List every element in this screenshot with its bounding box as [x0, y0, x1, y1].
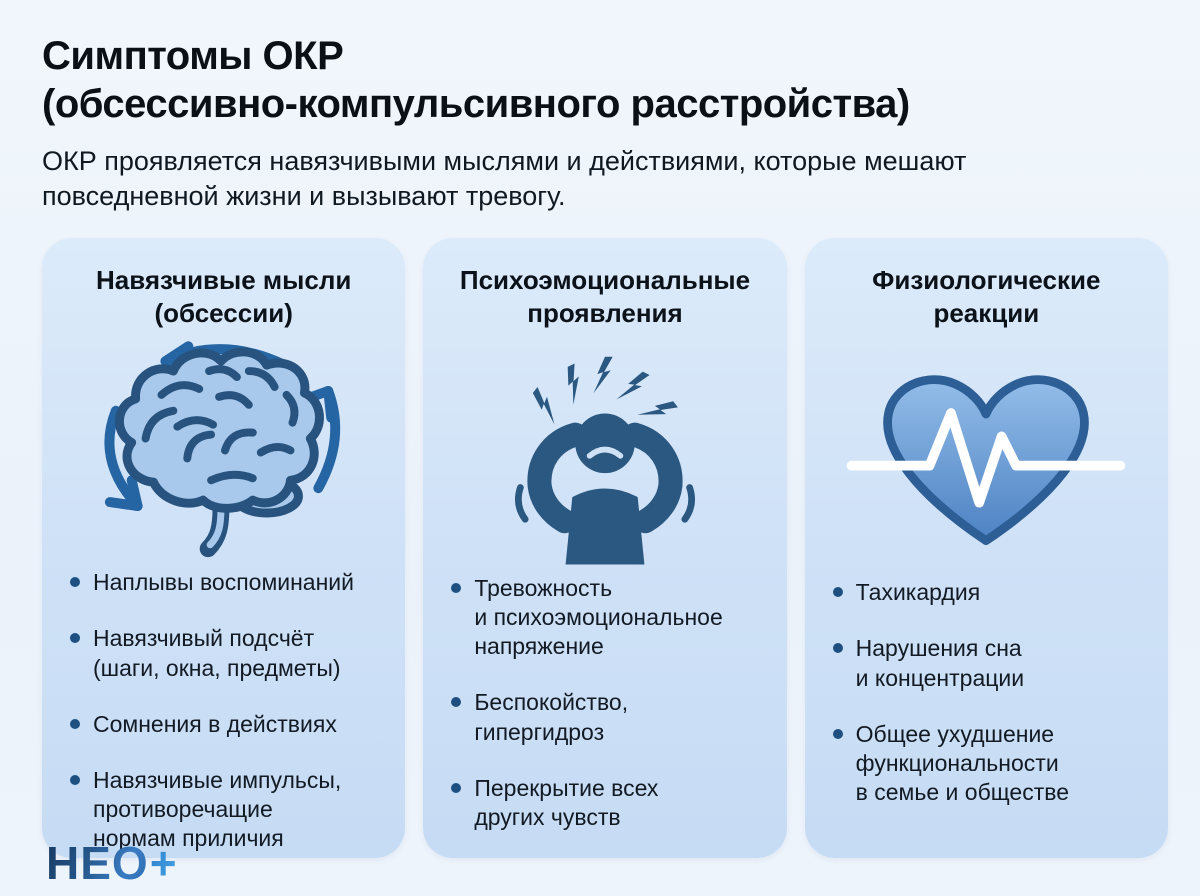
- list-item: Общее ухудшение функциональности в семье…: [832, 720, 1142, 808]
- card-title: Физиологические реакции: [872, 265, 1101, 329]
- list-item: Нарушения сна и концентрации: [832, 634, 1142, 692]
- list-item: Сомнения в действиях: [70, 710, 379, 739]
- card-obsessive-thoughts: Навязчивые мысли (обсессии): [42, 238, 406, 859]
- bullet-dot: [451, 582, 462, 593]
- list-item-text: Тревожность и психоэмоциональное напряже…: [474, 574, 723, 660]
- icon-area: [831, 330, 1142, 576]
- list-item: Перекрытие всех других чувств: [451, 774, 760, 832]
- bullet-dot: [832, 587, 843, 598]
- list-item: Навязчивые импульсы, противоречащие норм…: [70, 766, 379, 854]
- bullet-dot: [70, 718, 80, 729]
- bullet-dot: [451, 697, 462, 708]
- card-title: Психоэмоциональные проявления: [459, 265, 751, 329]
- list-item: Наплывы воспоминаний: [70, 568, 379, 597]
- list-item-text: Наплывы воспоминаний: [93, 569, 354, 596]
- list-item-text: Навязчивые импульсы, противоречащие норм…: [93, 767, 342, 852]
- card-title: Навязчивые мысли (обсессии): [96, 265, 352, 329]
- list-item: Тревожность и психоэмоциональное напряже…: [451, 574, 760, 662]
- neo-plus-logo: НЕО+: [46, 836, 178, 890]
- list-item-text: Общее ухудшение функциональности в семье…: [855, 720, 1069, 806]
- list-item-text: Нарушения сна и концентрации: [855, 635, 1025, 691]
- list-item-text: Сомнения в действиях: [93, 710, 337, 737]
- logo-text: НЕО: [46, 837, 149, 889]
- list-item-text: Тахикардия: [855, 579, 981, 606]
- bullet-dot: [832, 643, 843, 654]
- infographic-page: Симптомы ОКР (обсессивно-компульсивного …: [42, 34, 1168, 859]
- bullet-dot: [451, 782, 462, 793]
- heartbeat-heart-icon: [847, 375, 1126, 546]
- list-item: Беспокойство, гипергидроз: [451, 688, 760, 746]
- list-item-text: Перекрытие всех других чувств: [474, 774, 659, 830]
- card-psycho-emotional: Психоэмоциональные проявления: [423, 238, 787, 859]
- page-title: Симптомы ОКР (обсессивно-компульсивного …: [42, 34, 910, 126]
- icon-area: [449, 330, 760, 572]
- card-physiological: Физиологические реакции Тахикардия Наруше…: [804, 238, 1168, 859]
- bullet-dot: [70, 775, 80, 786]
- page-subtitle: ОКР проявляется навязчивыми мыслями и де…: [42, 146, 967, 212]
- bullet-dot: [832, 728, 843, 739]
- card-list: Наплывы воспоминаний Навязчивый подсчёт (…: [68, 568, 379, 853]
- card-list: Тревожность и психоэмоциональное напряже…: [449, 574, 760, 832]
- icon-area: [68, 330, 379, 566]
- list-item-text: Навязчивый подсчёт (шаги, окна, предметы…: [93, 625, 341, 681]
- logo-plus-sign: +: [149, 837, 178, 889]
- list-item: Тахикардия: [832, 578, 1142, 607]
- list-item: Навязчивый подсчёт (шаги, окна, предметы…: [70, 624, 379, 682]
- list-item-text: Беспокойство, гипергидроз: [474, 689, 629, 745]
- stressed-person-icon: [514, 356, 695, 565]
- bullet-dot: [70, 633, 80, 644]
- symptom-cards-row: Навязчивые мысли (обсессии): [42, 238, 1168, 859]
- bullet-dot: [70, 577, 80, 588]
- brain-rotation-icon: [104, 341, 340, 558]
- card-list: Тахикардия Нарушения сна и концентрации Об…: [831, 578, 1142, 807]
